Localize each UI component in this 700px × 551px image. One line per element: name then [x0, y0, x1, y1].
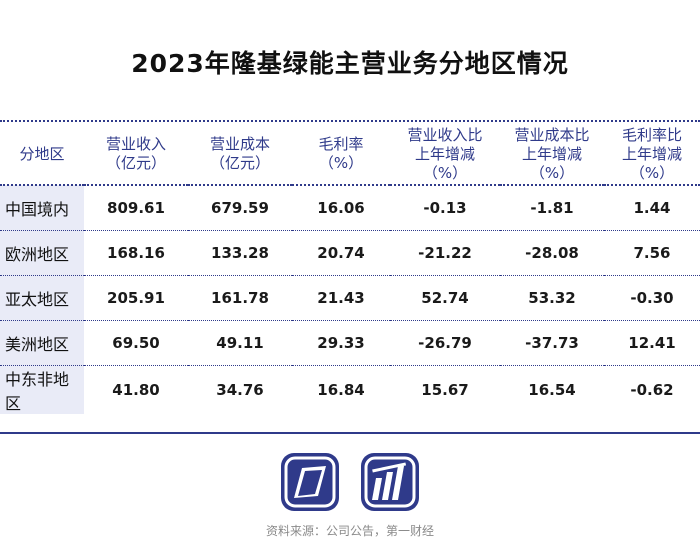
column-header-line: （亿元） — [209, 154, 270, 172]
chart-title: 2023年隆基绿能主营业务分地区情况 — [131, 49, 569, 78]
column-header: 毛利率 （%） — [292, 124, 390, 186]
column-header-line: 营业成本比 — [514, 125, 590, 144]
column-header-line: 分地区 — [19, 144, 65, 163]
value-cell: -28.08 — [500, 230, 604, 276]
bar-chart-logo-icon — [361, 453, 419, 511]
source-note: 资料来源：公司公告，第一财经 — [265, 524, 434, 538]
column-header-line: 毛利率比 — [621, 125, 682, 144]
value-cell: -37.73 — [500, 320, 604, 366]
value-cell: 15.67 — [421, 381, 469, 399]
column-header-line: 毛利率 — [318, 135, 364, 153]
top-divider — [0, 120, 700, 122]
column-header: 营业成本 （亿元） — [188, 124, 292, 186]
column-header-line: （%） — [629, 163, 675, 182]
column-header: 毛利率比 上年增减 （%） — [604, 124, 700, 186]
table-body: 中国境内 809.61 679.59 16.06 -0.13 -1.81 1.44 欧洲地区 1… — [0, 185, 700, 414]
table-row: 中国境内 809.61 679.59 16.06 -0.13 -1.81 1.44 — [0, 185, 700, 231]
value-cell: 41.80 — [112, 381, 160, 399]
value-cell: 161.78 — [188, 275, 292, 321]
value-cell: 53.32 — [500, 275, 604, 321]
column-header-line: （%） — [318, 154, 364, 172]
value-cell: 16.06 — [292, 185, 390, 231]
column-header-line: 营业收入 — [105, 135, 166, 153]
table-header-row: 分地区 营业收入 （亿元） 营业成本 （亿元） 毛利率 （%） 营业收入比 上年增减 （%） 营业成… — [0, 124, 700, 186]
column-header-line: （亿元） — [105, 154, 166, 172]
column-header-line: 上年增减 — [414, 144, 475, 163]
column-header: 分地区 — [0, 124, 84, 186]
column-header-line: （%） — [422, 163, 468, 182]
region-table: 分地区 营业收入 （亿元） 营业成本 （亿元） 毛利率 （%） 营业收入比 上年增减 （%） 营业成… — [0, 124, 700, 414]
region-cell: 亚太地区 — [0, 275, 84, 321]
value-cell: 49.11 — [188, 320, 292, 366]
column-header-line: 上年增减 — [621, 144, 682, 163]
value-cell: 21.43 — [292, 275, 390, 321]
column-header-line: 上年增减 — [521, 144, 582, 163]
column-header: 营业成本比 上年增减 （%） — [500, 124, 604, 186]
value-cell: 168.16 — [84, 230, 188, 276]
table-row: 亚太地区 205.91 161.78 21.43 52.74 53.32 -0.30 — [0, 275, 700, 321]
value-cell: -26.79 — [390, 320, 500, 366]
table-row: 欧洲地区 168.16 133.28 20.74 -21.22 -28.08 7.56 — [0, 230, 700, 276]
value-cell: 12.41 — [604, 320, 700, 366]
region-cell: 中东非地区 — [0, 365, 84, 414]
value-cell: 34.76 — [216, 381, 264, 399]
value-cell: 20.74 — [292, 230, 390, 276]
value-cell: 205.91 — [84, 275, 188, 321]
column-header-line: 营业收入比 — [407, 125, 483, 144]
value-cell: -0.30 — [604, 275, 700, 321]
value-cell: 16.54 — [528, 381, 576, 399]
value-cell: 52.74 — [390, 275, 500, 321]
column-header-line: （%） — [529, 163, 575, 182]
value-cell: 16.84 — [317, 381, 365, 399]
value-cell: 29.33 — [292, 320, 390, 366]
value-cell: 69.50 — [84, 320, 188, 366]
value-cell: -1.81 — [500, 185, 604, 231]
chart-logo-icon — [281, 453, 339, 511]
region-cell: 美洲地区 — [0, 320, 84, 366]
value-cell: 679.59 — [188, 185, 292, 231]
region-cell: 欧洲地区 — [0, 230, 84, 276]
column-header: 营业收入 （亿元） — [84, 124, 188, 186]
value-cell: 1.44 — [604, 185, 700, 231]
bottom-divider — [0, 432, 700, 434]
logo-area — [0, 452, 700, 512]
region-cell: 中国境内 — [0, 185, 84, 231]
value-cell: -0.62 — [630, 381, 674, 399]
value-cell: 133.28 — [188, 230, 292, 276]
column-header: 营业收入比 上年增减 （%） — [390, 124, 500, 186]
column-header-line: 营业成本 — [209, 135, 270, 153]
value-cell: -21.22 — [390, 230, 500, 276]
table-row: 中东非地区 41.80 34.76 16.84 15.67 16.54 -0.62 — [0, 365, 700, 414]
value-cell: -0.13 — [390, 185, 500, 231]
value-cell: 809.61 — [84, 185, 188, 231]
table-row: 美洲地区 69.50 49.11 29.33 -26.79 -37.73 12.41 — [0, 320, 700, 366]
value-cell: 7.56 — [604, 230, 700, 276]
